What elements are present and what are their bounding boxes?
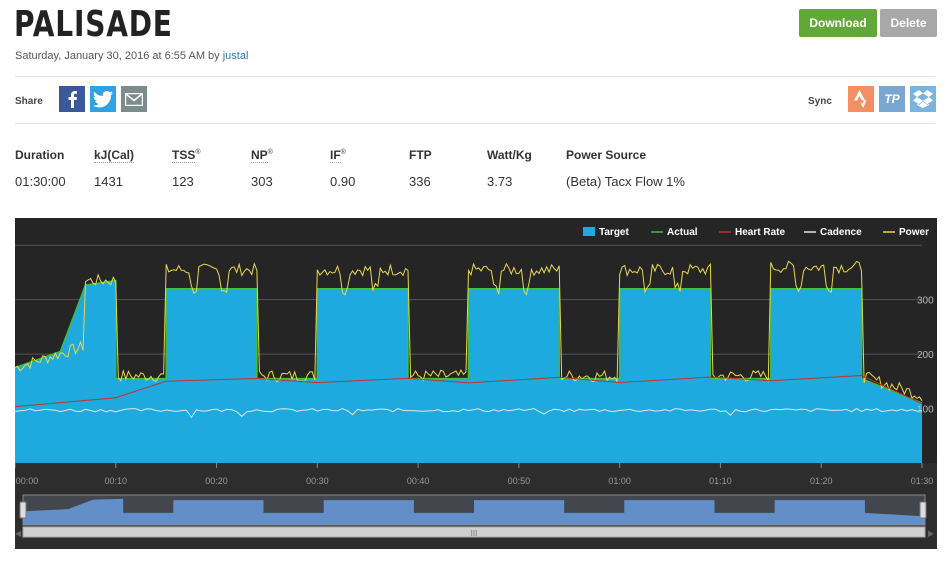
metric-power-source: Power Source (Beta) Tacx Flow 1% [566, 148, 685, 189]
download-button[interactable]: Download [799, 9, 877, 37]
actual-line [15, 279, 923, 404]
metric-value: 303 [251, 174, 273, 189]
email-icon[interactable] [121, 86, 147, 112]
share-label: Share [15, 96, 43, 107]
metric-label: NP® [251, 148, 273, 163]
x-tick-label: 00:20 [205, 476, 228, 486]
author-link[interactable]: justal [222, 50, 249, 62]
x-tick-label: 01:10 [709, 476, 732, 486]
legend-label: Heart Rate [735, 227, 785, 238]
metric-value: 01:30:00 [15, 174, 66, 189]
heart-rate-line [15, 374, 923, 408]
navigator-series [23, 498, 925, 525]
metric-label: Power Source [566, 148, 647, 162]
divider [15, 76, 935, 77]
x-tick-label: 00:40 [407, 476, 430, 486]
sync-label: Sync [808, 96, 832, 107]
metric-label: FTP [409, 148, 432, 162]
metric-duration: Duration 01:30:00 [15, 148, 66, 189]
x-tick-label: 01:20 [810, 476, 833, 486]
twitter-icon[interactable] [90, 86, 116, 112]
metric-label: Watt/Kg [487, 148, 532, 162]
scrollbar-grip: III [471, 529, 478, 538]
metric-value: 123 [172, 174, 194, 189]
chart-svg: 300 200 100 Target Actual Heart Rate Cadence Po… [15, 227, 937, 549]
legend-swatch [583, 227, 595, 236]
cadence-line [15, 408, 923, 419]
strava-icon[interactable] [848, 86, 874, 112]
metric-value: (Beta) Tacx Flow 1% [566, 174, 685, 189]
navigator-scrollbar-thumb [22, 526, 926, 538]
metric-ftp: FTP 336 [409, 148, 432, 189]
navigator-handle-left [19, 501, 27, 519]
x-tick-label: 00:10 [105, 476, 128, 486]
navigator-handle-right [919, 501, 927, 519]
trainingpeaks-icon[interactable]: TP [879, 86, 905, 112]
legend-label: Target [599, 227, 629, 238]
x-tick-label: 00:00 [16, 476, 39, 486]
dropbox-icon[interactable] [910, 86, 936, 112]
metric-value: 0.90 [330, 174, 356, 189]
x-tick-label: 00:50 [508, 476, 531, 486]
legend-label: Power [899, 227, 929, 238]
metric-if: IF® 0.90 [330, 148, 355, 189]
power-line [15, 260, 923, 402]
metric-np: NP® 303 [251, 148, 273, 189]
scroll-left-arrow: ◀ [15, 529, 22, 538]
metric-value: 336 [409, 174, 431, 189]
metric-kj: kJ(Cal) 1431 [94, 148, 135, 189]
metric-wattkg: Watt/Kg 3.73 [487, 148, 532, 189]
metric-label: TSS® [172, 148, 201, 163]
x-tick-label: 01:30 [911, 476, 934, 486]
legend-label: Cadence [820, 227, 862, 238]
y-tick-label: 100 [917, 405, 934, 416]
metric-label: kJ(Cal) [94, 148, 135, 163]
x-tick-label: 01:00 [608, 476, 631, 486]
divider [15, 123, 935, 124]
y-tick-label: 200 [917, 350, 934, 361]
metric-value: 1431 [94, 174, 123, 189]
scroll-right-arrow: ▶ [928, 529, 935, 538]
metric-label: Duration [15, 148, 65, 162]
workout-chart[interactable]: 300 200 100 Target Actual Heart Rate Cadence Po… [15, 218, 937, 549]
facebook-icon[interactable] [59, 86, 85, 112]
workout-subtitle: Saturday, January 30, 2016 at 6:55 AM by… [15, 50, 248, 62]
metric-tss: TSS® 123 [172, 148, 201, 189]
navigator-range [22, 494, 926, 526]
x-tick-label: 00:30 [306, 476, 329, 486]
metric-label: IF® [330, 148, 346, 163]
legend-label: Actual [667, 227, 698, 238]
metric-value: 3.73 [487, 174, 513, 189]
workout-date: Saturday, January 30, 2016 at 6:55 AM by [15, 50, 220, 62]
page-title: PALISADE [14, 4, 173, 45]
y-tick-label: 300 [917, 296, 934, 307]
delete-button[interactable]: Delete [880, 9, 937, 37]
